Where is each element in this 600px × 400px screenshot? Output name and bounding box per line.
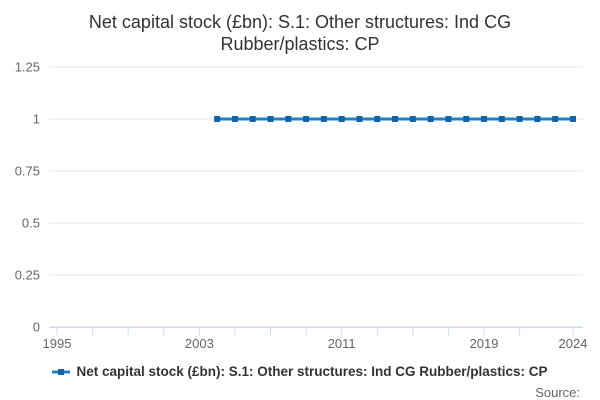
y-axis-label: 0 [33,320,40,335]
data-point[interactable] [570,116,576,122]
data-point[interactable] [285,116,292,122]
data-point[interactable] [320,116,327,122]
data-point[interactable] [481,116,488,122]
y-axis-label: 1 [33,112,40,127]
legend-line-marker-icon [52,368,71,375]
chart-title: Net capital stock (£bn): S.1: Other stru… [0,11,600,55]
data-point[interactable] [303,116,310,122]
data-point[interactable] [356,116,363,122]
legend: Net capital stock (£bn): S.1: Other stru… [0,364,600,379]
y-axis-label: 0.75 [15,164,40,179]
data-point[interactable] [392,116,399,122]
data-point[interactable] [463,116,470,122]
x-axis-label: 2024 [559,336,588,351]
data-point[interactable] [552,116,559,122]
data-point[interactable] [427,116,434,122]
data-point[interactable] [231,116,238,122]
x-axis-label: 2011 [328,336,356,351]
data-point[interactable] [267,116,274,122]
data-point[interactable] [338,116,345,122]
x-axis-label: 2019 [470,336,499,351]
data-point[interactable] [214,116,221,122]
source-label: Source: [535,385,580,400]
data-point[interactable] [498,116,505,122]
data-point[interactable] [445,116,452,122]
data-point[interactable] [409,116,416,122]
legend-item[interactable]: Net capital stock (£bn): S.1: Other stru… [52,364,548,379]
data-point[interactable] [249,116,256,122]
data-point[interactable] [516,116,523,122]
data-point[interactable] [374,116,381,122]
y-axis-label: 1.25 [15,60,40,75]
x-axis-label: 2003 [185,336,214,351]
x-axis-label: 1995 [43,336,72,351]
y-axis-label: 0.25 [15,268,40,283]
y-axis-label: 0.5 [22,216,40,231]
chart-title-text: Net capital stock (£bn): S.1: Other stru… [88,12,512,54]
data-point[interactable] [534,116,541,122]
legend-label: Net capital stock (£bn): S.1: Other stru… [76,364,548,379]
